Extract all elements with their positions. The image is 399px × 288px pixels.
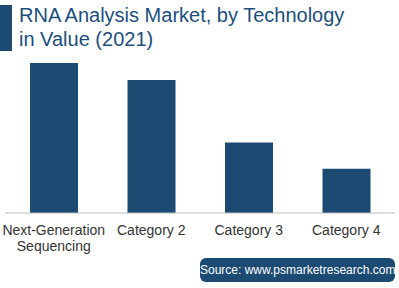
svg-text:Category 2: Category 2 <box>117 222 186 238</box>
html-text:Source: www.psmarketresearch.c: Source: www.psmarketresearch.com <box>200 263 396 277</box>
svg-text:Next-GenerationSequencing: Next-GenerationSequencing <box>8 222 105 254</box>
svg-text:Category 4: Category 4 <box>312 222 381 238</box>
svg-text:Category 3: Category 3 <box>215 222 284 238</box>
html-text:RNA Analysis Market, by Techno: RNA Analysis Market, by Technology <box>19 4 345 26</box>
html-text:in Value (2021): in Value (2021) <box>19 28 154 50</box>
